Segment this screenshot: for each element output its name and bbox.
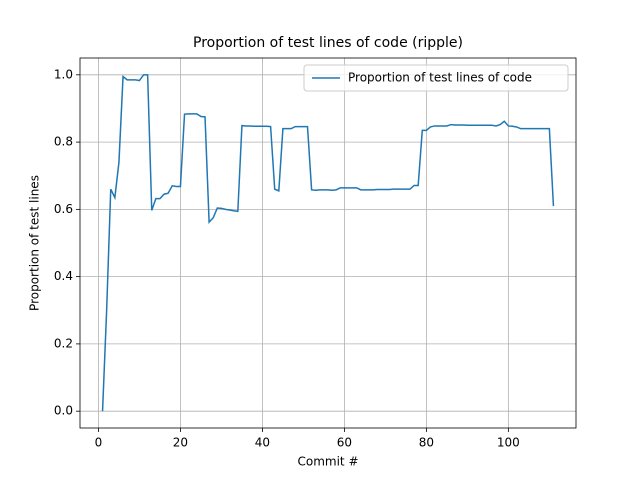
- chart-title: Proportion of test lines of code (ripple…: [193, 35, 463, 51]
- y-tick-label: 0.4: [54, 269, 73, 283]
- x-tick-label: 100: [497, 436, 520, 450]
- x-tick-label: 80: [419, 436, 434, 450]
- y-tick-label: 0.6: [54, 202, 73, 216]
- y-tick-label: 0.8: [54, 135, 73, 149]
- y-axis-label: Proportion of test lines: [28, 175, 42, 311]
- y-tick-label: 0.0: [54, 404, 73, 418]
- x-axis-label: Commit #: [297, 455, 358, 469]
- x-tick-label: 40: [255, 436, 270, 450]
- y-tick-label: 0.2: [54, 336, 73, 350]
- x-tick-label: 0: [95, 436, 103, 450]
- legend-label: Proportion of test lines of code: [348, 71, 532, 85]
- data-line: [101, 74, 555, 412]
- x-tick-label: 60: [337, 436, 352, 450]
- x-tick-label: 20: [173, 436, 188, 450]
- plot-frame: [79, 57, 577, 429]
- y-tick-label: 1.0: [54, 67, 73, 81]
- legend-box: [303, 64, 569, 92]
